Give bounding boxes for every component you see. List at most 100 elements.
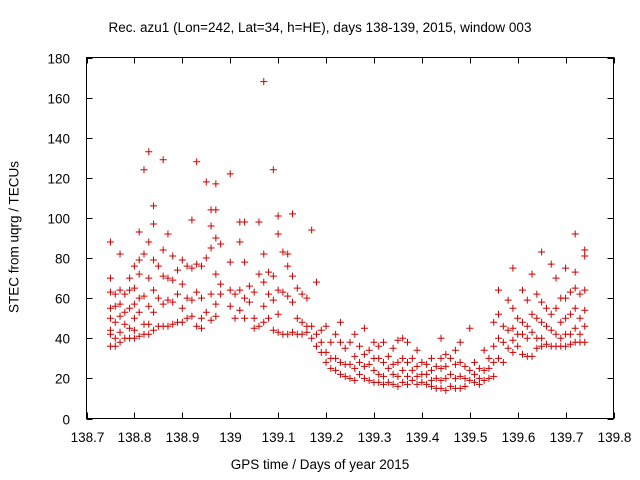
data-point (236, 286, 244, 294)
data-point (279, 288, 287, 296)
data-point (212, 234, 220, 242)
data-point (566, 340, 574, 348)
data-point (495, 286, 503, 294)
data-point (164, 274, 172, 282)
data-point (418, 358, 426, 366)
data-point (284, 292, 292, 300)
data-point (298, 318, 306, 326)
x-tick-label: 139.2 (310, 430, 344, 445)
data-point (298, 290, 306, 298)
chart-title: Rec. azu1 (Lon=242, Lat=34, h=HE), days … (108, 20, 532, 35)
data-point (130, 314, 138, 322)
data-point (408, 354, 416, 362)
data-point (183, 262, 191, 270)
data-point (308, 334, 316, 342)
data-point (566, 310, 574, 318)
data-point (250, 314, 258, 322)
data-point (130, 326, 138, 334)
data-point (495, 354, 503, 362)
data-point (451, 374, 459, 382)
data-point (289, 298, 297, 306)
data-point (150, 326, 158, 334)
data-point (375, 378, 383, 386)
data-point (370, 366, 378, 374)
data-point (260, 278, 268, 286)
data-point (423, 370, 431, 378)
data-point (226, 302, 234, 310)
data-point (188, 312, 196, 320)
data-point (504, 344, 512, 352)
data-point (116, 250, 124, 258)
data-point (159, 246, 167, 254)
data-point (202, 308, 210, 316)
data-point (533, 344, 541, 352)
data-point (346, 360, 354, 368)
data-point (154, 294, 162, 302)
data-point (207, 316, 215, 324)
data-point (308, 322, 316, 330)
data-point (394, 336, 402, 344)
data-point (154, 262, 162, 270)
data-point (116, 286, 124, 294)
data-point (442, 362, 450, 370)
data-point (178, 318, 186, 326)
data-point (485, 364, 493, 372)
data-point (365, 376, 373, 384)
data-point (116, 338, 124, 346)
data-point (451, 360, 459, 368)
data-point (485, 374, 493, 382)
data-point (241, 294, 249, 302)
data-point (552, 274, 560, 282)
data-point (360, 374, 368, 382)
data-point (475, 364, 483, 372)
data-point (284, 262, 292, 270)
data-point (518, 318, 526, 326)
axis-tick-labels: 138.7 138.8 138.9 139 139.1 139.2 139.3 139.4 13… (47, 52, 631, 446)
data-point (150, 256, 158, 264)
data-point (193, 288, 201, 296)
data-point (116, 300, 124, 308)
data-point (403, 380, 411, 388)
data-point (557, 318, 565, 326)
data-point (106, 330, 114, 338)
data-point (293, 284, 301, 292)
data-point (111, 318, 119, 326)
data-point (360, 324, 368, 332)
y-tick-label: 100 (47, 212, 70, 227)
data-point (164, 230, 172, 238)
data-point (466, 366, 474, 374)
data-point (538, 248, 546, 256)
data-point (140, 250, 148, 258)
data-point (437, 376, 445, 384)
data-point (523, 322, 531, 330)
data-point (145, 320, 153, 328)
data-point (197, 262, 205, 270)
y-tick-label: 80 (55, 252, 70, 267)
data-point (427, 366, 435, 374)
data-point (490, 358, 498, 366)
data-point (312, 278, 320, 286)
data-point (418, 378, 426, 386)
data-point (241, 218, 249, 226)
data-point (159, 300, 167, 308)
data-point (356, 342, 364, 350)
data-point (480, 366, 488, 374)
data-point (490, 372, 498, 380)
data-point (202, 254, 210, 262)
data-point (274, 310, 282, 318)
data-point (427, 376, 435, 384)
data-point (145, 302, 153, 310)
data-point (322, 322, 330, 330)
data-point (403, 372, 411, 380)
data-point (265, 268, 273, 276)
data-point (130, 334, 138, 342)
data-point (581, 322, 589, 330)
data-point (212, 312, 220, 320)
data-point (250, 288, 258, 296)
data-point (475, 380, 483, 388)
data-point (169, 252, 177, 260)
data-point (547, 260, 555, 268)
data-point (562, 294, 570, 302)
data-point (322, 348, 330, 356)
data-point (571, 304, 579, 312)
